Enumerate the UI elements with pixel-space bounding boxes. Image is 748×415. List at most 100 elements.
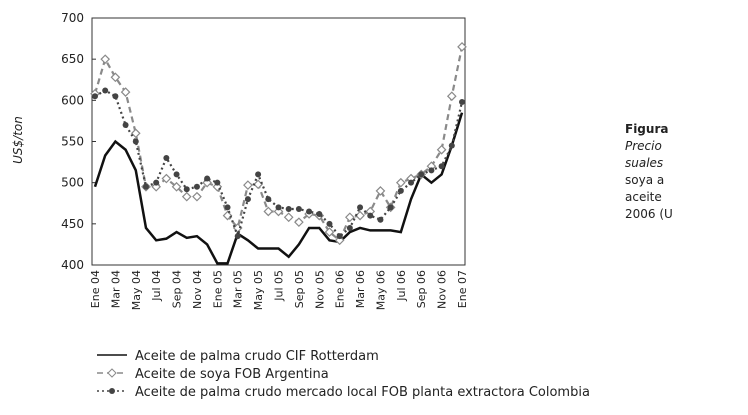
diamond-marker — [222, 210, 233, 221]
diamond-marker — [375, 186, 386, 196]
x-tick-label: Ene 06 — [334, 270, 347, 308]
circle-marker — [122, 122, 129, 129]
diamond-marker — [283, 212, 294, 223]
x-tick-label: Jul 05 — [273, 270, 286, 302]
y-tick-label: 650 — [61, 52, 84, 66]
circle-marker — [316, 210, 323, 217]
caption-line: Precio — [625, 139, 662, 153]
legend-marker — [107, 368, 117, 378]
x-tick-label: Nov 05 — [313, 270, 326, 309]
diamond-marker — [457, 41, 467, 52]
x-tick-label: Jul 06 — [395, 270, 408, 302]
circle-marker — [163, 154, 170, 161]
circle-marker — [244, 196, 251, 203]
y-tick-label: 550 — [61, 135, 84, 149]
circle-marker — [183, 186, 190, 193]
circle-marker — [428, 167, 435, 174]
circle-marker — [397, 187, 404, 194]
circle-marker — [438, 163, 445, 170]
diamond-marker — [161, 173, 172, 184]
circle-marker — [408, 179, 415, 186]
caption-line: suales — [625, 156, 663, 170]
circle-marker — [102, 87, 109, 94]
x-tick-label: Sep 06 — [415, 270, 428, 308]
circle-marker — [306, 208, 313, 215]
circle-marker — [357, 204, 364, 211]
circle-marker — [234, 233, 241, 240]
y-axis-label: US$/ton — [11, 116, 25, 164]
x-tick-label: Nov 06 — [436, 270, 449, 309]
diamond-marker — [324, 227, 335, 237]
legend-label: Aceite de palma crudo mercado local FOB … — [135, 385, 590, 400]
series-line — [93, 112, 464, 265]
circle-marker — [367, 212, 374, 219]
diamond-marker — [192, 191, 202, 202]
circle-marker — [173, 171, 180, 178]
circle-marker — [92, 93, 98, 100]
y-tick-label: 700 — [61, 11, 84, 25]
diamond-marker — [446, 91, 457, 102]
circle-marker — [265, 196, 272, 203]
diamond-marker — [345, 212, 355, 223]
circle-marker — [255, 171, 262, 178]
y-tick-label: 400 — [61, 258, 84, 272]
legend-marker — [109, 388, 115, 394]
caption-line: soya a — [625, 173, 664, 187]
plot-frame — [91, 17, 466, 266]
x-tick-label: Ene 07 — [456, 270, 469, 308]
circle-marker — [204, 175, 211, 182]
diamond-marker — [253, 179, 263, 190]
circle-marker — [326, 220, 333, 227]
circle-marker — [459, 98, 465, 105]
circle-marker — [295, 206, 302, 213]
x-tick-label: Sep 04 — [171, 270, 184, 308]
x-tick-label: Jul 04 — [150, 270, 163, 302]
diamond-marker — [110, 72, 121, 83]
diamond-marker — [263, 206, 274, 217]
diamond-marker — [294, 217, 304, 228]
x-tick-label: Mar 04 — [109, 270, 122, 308]
x-tick-label: May 04 — [130, 270, 143, 310]
y-tick-label: 500 — [61, 176, 84, 190]
y-tick-label: 600 — [61, 93, 84, 107]
diamond-marker — [100, 54, 111, 65]
circle-marker — [285, 206, 292, 213]
circle-marker — [346, 224, 353, 231]
diamond-marker — [120, 87, 131, 97]
legend-label: Aceite de soya FOB Argentina — [135, 367, 329, 382]
x-tick-label: Mar 05 — [232, 270, 245, 308]
x-tick-label: Ene 04 — [89, 270, 102, 308]
diamond-marker — [355, 210, 365, 221]
caption-line: Figura — [625, 122, 668, 136]
diamond-marker — [273, 206, 284, 217]
legend-label: Aceite de palma crudo CIF Rotterdam — [135, 349, 379, 364]
x-tick-label: Nov 04 — [191, 270, 204, 309]
circle-marker — [224, 204, 231, 211]
y-tick-label: 450 — [61, 217, 84, 231]
caption-line: aceite — [625, 190, 662, 204]
circle-marker — [387, 204, 394, 211]
diamond-marker — [171, 181, 182, 192]
x-tick-label: May 05 — [252, 270, 265, 310]
x-tick-label: Mar 06 — [354, 270, 367, 308]
circle-marker — [142, 183, 149, 190]
x-tick-label: May 06 — [374, 270, 387, 310]
diamond-marker — [243, 180, 253, 190]
circle-marker — [448, 142, 455, 149]
diamond-marker — [395, 177, 406, 188]
circle-marker — [153, 179, 160, 186]
x-tick-label: Ene 05 — [211, 270, 224, 308]
circle-marker — [214, 179, 221, 186]
circle-marker — [193, 183, 200, 190]
circle-marker — [336, 233, 343, 240]
diamond-marker — [130, 128, 141, 139]
circle-marker — [377, 216, 384, 223]
circle-marker — [112, 93, 119, 100]
x-tick-label: Sep 05 — [293, 270, 306, 308]
circle-marker — [275, 204, 282, 211]
circle-marker — [132, 138, 139, 145]
caption-line: 2006 (U — [625, 207, 673, 221]
diamond-marker — [181, 191, 192, 202]
circle-marker — [418, 171, 425, 178]
